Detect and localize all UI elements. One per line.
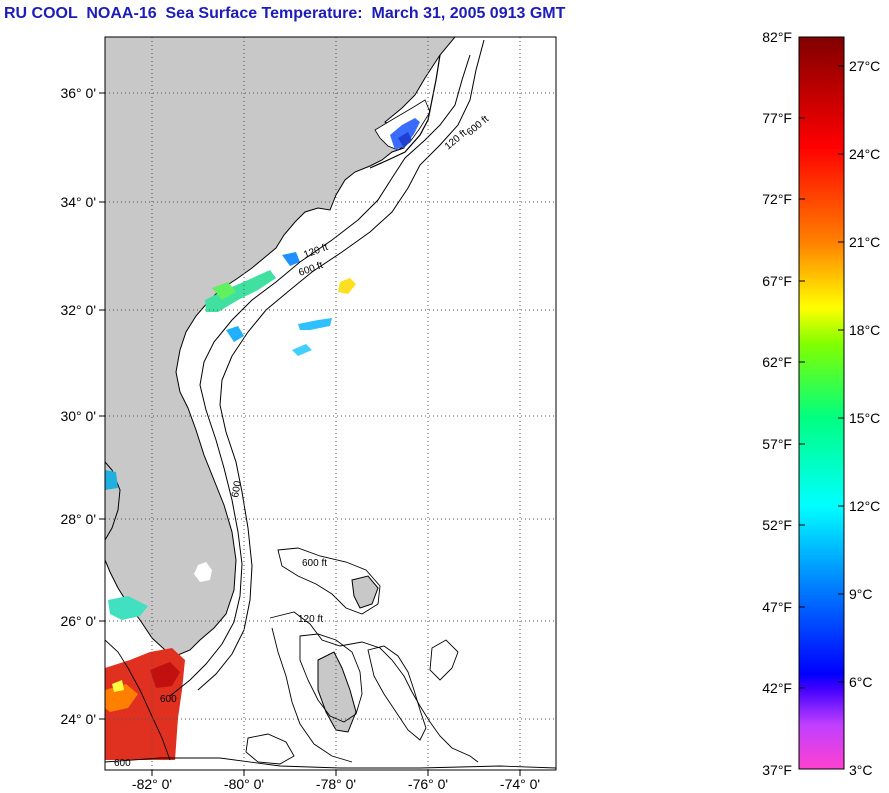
contour-great-bahama-bank-w [271,627,353,763]
sst-patch-fl-keys-4 [150,662,180,688]
lat-label-28: 28° 0' [60,511,96,527]
cb-c-label: 18°C [849,322,880,338]
cb-c-label: 6°C [849,674,873,690]
sst-patch-fl-keys-2 [105,684,138,712]
map-title: RU COOL NOAA-16 Sea Surface Temperature:… [4,5,566,22]
lat-label-24: 24° 0' [60,711,96,727]
sst-patch-ga-1 [205,270,276,312]
cb-c-label: 3°C [849,762,873,778]
contour-exuma [367,645,427,741]
map-frame [104,36,557,771]
cb-c-label: 27°C [849,58,880,74]
sst-patch-gs-3 [292,344,312,356]
contour-little-bahama-bank [277,547,381,615]
cb-f-label: 67°F [762,273,792,289]
lon-label-82: -82° 0' [132,776,172,792]
contour-cuba-north [105,757,556,769]
cb-f-label: 42°F [762,680,792,696]
cb-c-label: 12°C [849,498,880,514]
contour-600ft [197,39,485,691]
lat-label-30: 30° 0' [60,408,96,424]
sst-patch-ga-4 [282,252,300,266]
contour-label-8: 600 [160,694,177,705]
colorbar-gradient [798,36,845,770]
contour-tongue-ocean [299,633,363,723]
contour-great-bahama-bank-n [269,611,479,763]
sst-patch-fl-keys-3 [112,680,124,692]
cb-f-label: 47°F [762,599,792,615]
outer-banks [369,54,441,169]
contour-label-6: 600 ft [302,558,327,569]
sst-patch-ga-2 [212,282,236,300]
cb-f-label: 82°F [762,29,792,45]
sst-patch-fl-west [108,596,148,620]
contour-label-7: 120 ft [298,614,323,625]
lat-label-32: 32° 0' [60,302,96,318]
contour-cay-sal [245,733,295,765]
contour-west-florida [105,639,171,761]
cb-f-label: 57°F [762,436,792,452]
sst-patch-gs-2 [298,318,332,330]
cb-f-label: 77°F [762,110,792,126]
cb-c-label: 9°C [849,586,873,602]
cb-f-label: 37°F [762,762,792,778]
land-bahamas-abaco [351,575,379,609]
lon-label-76: -76° 0' [408,776,448,792]
cb-c-label: 15°C [849,410,880,426]
sst-patch-ga-3 [226,326,244,342]
lat-label-36: 36° 0' [60,85,96,101]
sst-patch-fl-west-2 [105,470,118,490]
cb-f-label: 72°F [762,191,792,207]
contour-label-9: 600 [114,758,131,769]
cb-f-label: 52°F [762,517,792,533]
colorbar: 82°F 77°F 72°F 67°F 62°F 57°F 52°F 47°F … [762,29,880,778]
sst-patch-gs-1 [338,278,356,294]
cb-c-label: 24°C [849,146,880,162]
cb-f-label: 62°F [762,354,792,370]
lake-okeechobee [194,562,212,582]
cb-c-label: 21°C [849,234,880,250]
sst-patch-pamlico-dark [398,132,412,148]
lat-label-26: 26° 0' [60,613,96,629]
lon-label-78: -78° 0' [316,776,356,792]
lon-label-74: -74° 0' [500,776,540,792]
contour-eleuthera [429,639,459,681]
contour-label-5: 600 [230,480,244,499]
lat-label-34: 34° 0' [60,194,96,210]
contour-120ft [169,54,471,697]
lon-label-80: -80° 0' [224,776,264,792]
map-area: 120 ft 600 ft 120 ft 600 ft 600 600 ft 1… [105,37,556,770]
